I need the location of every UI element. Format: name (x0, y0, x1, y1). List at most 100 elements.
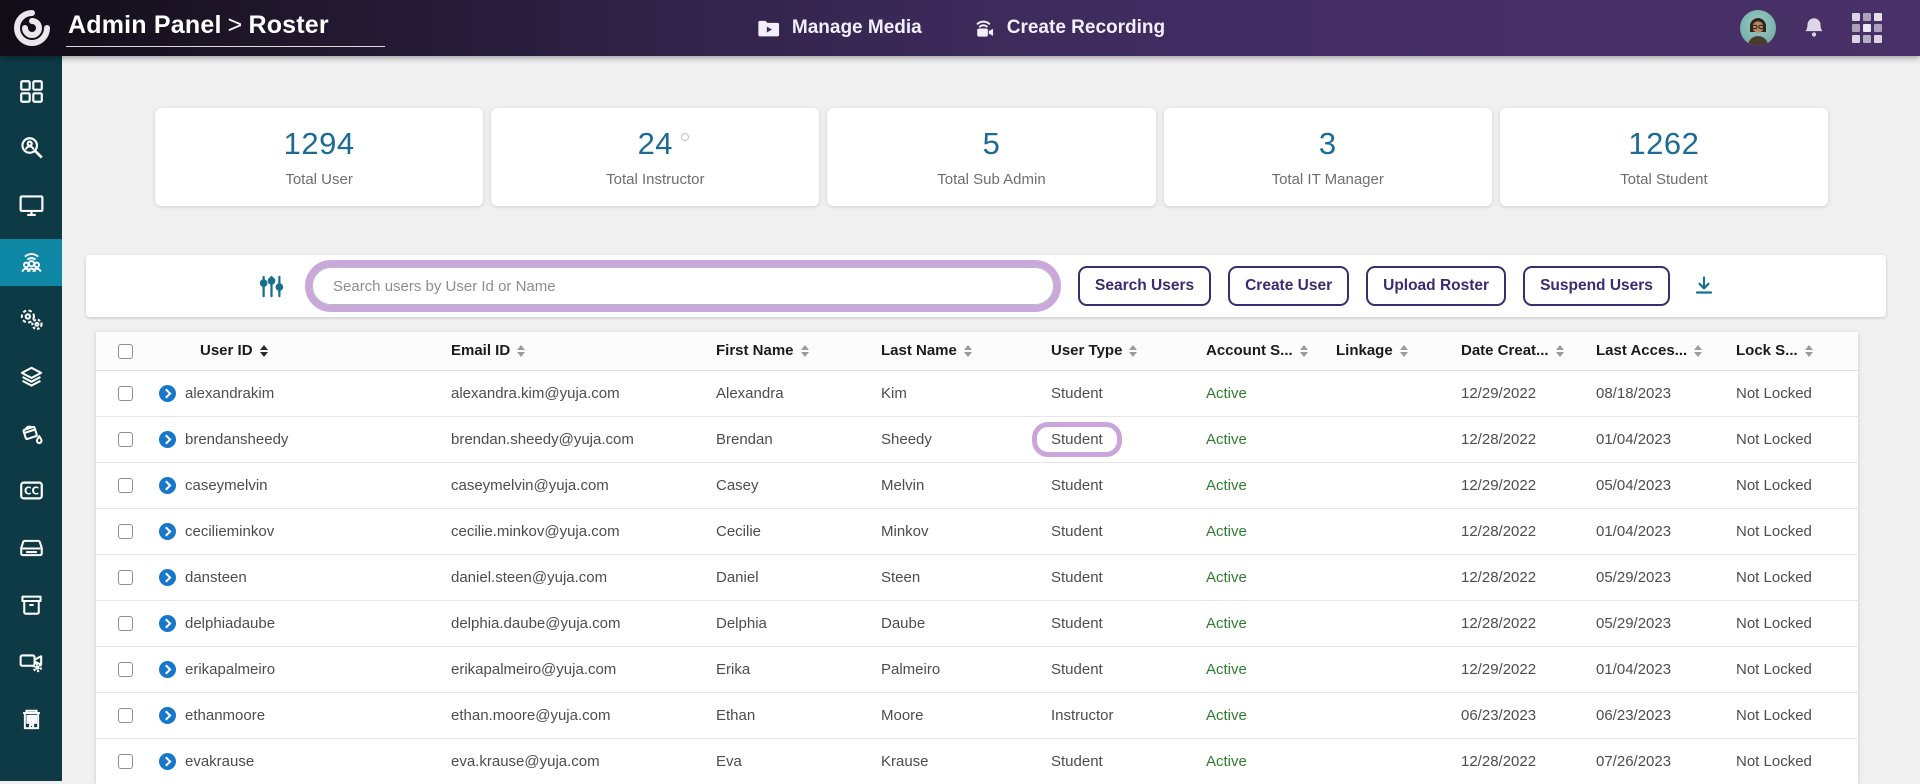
users-table: User ID Email ID First Name Last Name Us… (96, 332, 1858, 784)
table-row: dansteen daniel.steen@yuja.com Daniel St… (96, 553, 1858, 600)
column-header-lock-status[interactable]: Lock S... (1710, 332, 1858, 371)
select-all-checkbox[interactable] (118, 343, 133, 359)
last-name-cell: Steen (855, 553, 1025, 600)
date-created-cell: 12/28/2022 (1435, 507, 1570, 554)
status-badge: Active (1206, 384, 1247, 402)
linkage-cell (1310, 645, 1435, 692)
row-checkbox[interactable] (118, 570, 133, 586)
sort-icon (259, 345, 268, 358)
roster-people-icon (20, 253, 42, 273)
first-name-cell: Delphia (690, 599, 855, 646)
column-header-last-accessed[interactable]: Last Acces... (1570, 332, 1710, 371)
date-created-cell: 12/29/2022 (1435, 645, 1570, 692)
last-name-cell: Palmeiro (855, 645, 1025, 692)
user-avatar[interactable] (1740, 10, 1776, 46)
sidebar-item-storage[interactable] (0, 524, 62, 571)
expand-row-icon[interactable] (159, 522, 176, 540)
search-input[interactable] (312, 267, 1054, 305)
table-row: brendansheedy brendan.sheedy@yuja.com Br… (96, 415, 1858, 462)
notifications-bell-icon[interactable] (1800, 14, 1828, 42)
expand-row-icon[interactable] (159, 568, 176, 586)
svg-text:CC: CC (23, 486, 38, 498)
date-created-cell: 12/29/2022 (1461, 384, 1537, 402)
manage-media-button[interactable]: Manage Media (755, 15, 922, 42)
column-header-last-name[interactable]: Last Name (855, 332, 1025, 371)
create-user-button[interactable]: Create User (1228, 266, 1350, 306)
expand-row-icon[interactable] (159, 476, 176, 494)
institution-building-icon (22, 709, 40, 730)
search-users-button[interactable]: Search Users (1078, 266, 1212, 306)
email-cell: delphia.daube@yuja.com (425, 599, 690, 646)
column-header-email-id[interactable]: Email ID (425, 332, 690, 371)
row-checkbox[interactable] (118, 708, 133, 724)
sidebar-item-roster[interactable] (0, 239, 62, 286)
row-checkbox[interactable] (118, 478, 133, 494)
row-checkbox[interactable] (118, 432, 133, 448)
last-accessed-cell: 07/26/2023 (1570, 737, 1710, 784)
lock-status-cell: Not Locked (1710, 645, 1858, 692)
row-checkbox[interactable] (118, 754, 133, 770)
column-header-user-type[interactable]: User Type (1025, 332, 1180, 371)
date-created-cell: 12/28/2022 (1435, 415, 1570, 462)
table-row: ethanmoore ethan.moore@yuja.com Ethan Mo… (96, 691, 1858, 738)
sidebar-item-dashboard[interactable] (0, 68, 62, 115)
linkage-cell (1310, 507, 1435, 554)
filter-sliders-icon[interactable] (258, 273, 285, 300)
email-cell: ethan.moore@yuja.com (425, 691, 690, 738)
user-type-text: Student (1051, 476, 1103, 494)
user-id-cell: alexandrakim (150, 370, 425, 416)
column-header-user-id[interactable]: User ID (150, 332, 425, 371)
row-checkbox[interactable] (118, 386, 133, 402)
user-id-text: erikapalmeiro (185, 660, 276, 678)
sidebar-item-settings[interactable] (0, 296, 62, 343)
row-checkbox[interactable] (118, 524, 133, 540)
sidebar-item-devices[interactable] (0, 182, 62, 229)
sort-icon (1555, 345, 1564, 358)
expand-row-icon[interactable] (159, 660, 176, 678)
last-name-cell: Daube (855, 599, 1025, 646)
apps-grid-icon[interactable] (1852, 13, 1882, 43)
column-header-first-name[interactable]: First Name (690, 332, 855, 371)
expand-row-icon[interactable] (159, 614, 176, 632)
sidebar-item-content-layers[interactable] (0, 353, 62, 400)
column-header-linkage[interactable]: Linkage (1310, 332, 1435, 371)
expand-row-icon[interactable] (159, 384, 176, 402)
stat-value: 5 (982, 126, 1001, 161)
breadcrumb: Admin Panel > Roster (66, 9, 385, 47)
last-accessed-cell: 08/18/2023 (1596, 384, 1672, 402)
sort-icon (1804, 345, 1813, 358)
expand-row-icon[interactable] (159, 706, 176, 724)
sidebar-item-captions[interactable]: CC (0, 467, 62, 514)
lock-status-cell: Not Locked (1710, 737, 1858, 784)
user-id-cell: erikapalmeiro (150, 645, 425, 692)
email-cell: brendan.sheedy@yuja.com (425, 415, 690, 462)
upload-roster-button[interactable]: Upload Roster (1366, 266, 1507, 306)
storage-drive-icon (19, 539, 43, 557)
row-checkbox-cell (96, 645, 150, 692)
sidebar-item-recordings[interactable] (0, 638, 62, 685)
row-checkbox[interactable] (118, 616, 133, 632)
lock-status-cell: Not Locked (1710, 415, 1858, 462)
suspend-users-button[interactable]: Suspend Users (1523, 266, 1670, 306)
sidebar-item-institution[interactable] (0, 695, 62, 742)
row-checkbox[interactable] (118, 662, 133, 678)
layers-icon (20, 366, 42, 387)
expand-row-icon[interactable] (159, 752, 176, 770)
status-badge: Active (1206, 614, 1247, 632)
status-badge: Active (1206, 752, 1247, 770)
stat-badge-dot (681, 133, 690, 141)
column-header-account-status[interactable]: Account S... (1180, 332, 1310, 371)
sidebar-item-archive[interactable] (0, 581, 62, 628)
sidebar-item-user-search[interactable] (0, 125, 62, 172)
linkage-cell (1310, 737, 1435, 784)
expand-row-icon[interactable] (159, 430, 176, 448)
user-type-text: Student (1051, 614, 1103, 632)
table-row: caseymelvin caseymelvin@yuja.com Casey M… (96, 461, 1858, 508)
download-icon[interactable] (1692, 274, 1716, 298)
create-recording-button[interactable]: Create Recording (970, 15, 1165, 42)
sidebar-item-branding[interactable] (0, 410, 62, 457)
user-id-cell: evakrause (150, 737, 425, 784)
column-header-date-created[interactable]: Date Creat... (1435, 332, 1570, 371)
table-row: cecilieminkov cecilie.minkov@yuja.com Ce… (96, 507, 1858, 554)
last-accessed-cell: 01/04/2023 (1570, 645, 1710, 692)
